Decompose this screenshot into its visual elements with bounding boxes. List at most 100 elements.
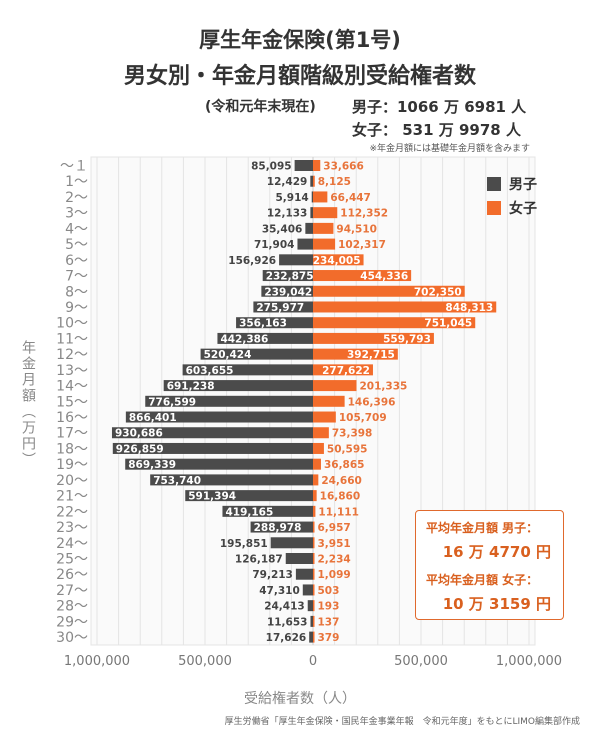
- female-bar: [313, 427, 329, 439]
- male-bar: [285, 553, 313, 564]
- female-data-label: 702,350: [414, 286, 462, 298]
- y-tick-label: 2～: [65, 190, 88, 206]
- male-data-label: 869,339: [128, 459, 176, 471]
- female-data-label: 1,099: [318, 569, 351, 581]
- y-tick-label: 11～: [56, 331, 88, 347]
- female-bar: [313, 521, 315, 533]
- male-bar: [236, 317, 313, 329]
- y-tick-label: 12～: [56, 347, 88, 363]
- male-bar: [294, 160, 313, 171]
- male-average-label: 平均年金月額 男子：: [426, 521, 539, 535]
- female-bar: [313, 222, 334, 234]
- legend-item-female: 女子: [487, 196, 537, 220]
- male-data-label: 232,875: [266, 271, 314, 283]
- male-bar: [150, 474, 313, 486]
- legend-label-male: 男子: [509, 177, 537, 193]
- male-data-label: 691,238: [167, 381, 215, 393]
- male-data-label: 520,424: [204, 349, 252, 361]
- y-tick-label: 24～: [56, 536, 88, 552]
- female-bar: [313, 600, 315, 612]
- as-of-date: (令和元年末現在): [205, 99, 316, 115]
- female-bar: [313, 442, 324, 454]
- female-bar: [313, 160, 321, 171]
- x-axis-label: 受給権者数（人）: [244, 691, 356, 707]
- female-data-label: 33,666: [323, 161, 364, 173]
- female-bar: [313, 568, 315, 580]
- male-data-label: 17,626: [266, 632, 307, 644]
- male-data-label: 85,095: [251, 161, 292, 173]
- female-bar: [313, 317, 476, 329]
- y-tick-label: 25～: [56, 552, 88, 568]
- y-tick-label: ～１: [60, 159, 88, 175]
- female-data-label: 24,660: [321, 475, 362, 487]
- female-bar: [313, 207, 338, 219]
- female-data-label: 503: [318, 585, 340, 597]
- female-data-label: 751,045: [424, 318, 472, 330]
- female-data-label: 379: [318, 632, 340, 644]
- female-bar: [313, 270, 412, 282]
- male-data-label: 926,859: [116, 443, 164, 455]
- female-bar: [313, 301, 497, 313]
- male-total: 男子：1066 万 6981 人: [352, 98, 527, 116]
- female-bar: [313, 411, 336, 423]
- male-data-label: 11,653: [267, 616, 308, 628]
- y-tick-label: 1～: [65, 174, 88, 190]
- male-data-label: 866,401: [129, 412, 177, 424]
- female-data-label: 36,865: [324, 459, 365, 471]
- male-bar: [305, 222, 313, 234]
- male-data-label: 126,187: [235, 554, 283, 566]
- female-data-label: 201,335: [359, 381, 407, 393]
- female-bar: [313, 254, 364, 266]
- female-data-label: 3,951: [318, 538, 351, 550]
- chart-title-line1: 厚生年金保険(第1号): [199, 28, 401, 52]
- male-data-label: 239,042: [264, 286, 312, 298]
- female-data-label: 105,709: [339, 412, 387, 424]
- male-bar: [302, 584, 313, 596]
- y-tick-label: 18～: [56, 441, 88, 457]
- male-data-label: 419,165: [225, 506, 273, 518]
- y-tick-label: 23～: [56, 520, 88, 536]
- male-bar: [185, 490, 313, 502]
- y-tick-label: 19～: [56, 457, 88, 473]
- y-tick-label: 27～: [56, 583, 88, 599]
- male-data-label: 35,406: [262, 223, 303, 235]
- x-tick-label: 1,000,000: [496, 654, 562, 669]
- female-data-label: 102,317: [338, 239, 386, 251]
- y-tick-label: 9～: [65, 300, 88, 316]
- female-bar: [313, 490, 317, 502]
- legend: 男子 女子: [487, 172, 537, 220]
- female-bar: [313, 615, 315, 627]
- male-bar: [163, 380, 313, 392]
- male-data-label: 356,163: [239, 318, 287, 330]
- y-tick-label: 15～: [56, 394, 88, 410]
- female-bar: [313, 175, 315, 187]
- female-bar: [313, 584, 315, 596]
- female-bar: [313, 285, 465, 297]
- female-data-label: 559,793: [383, 333, 431, 345]
- y-tick-label: 4～: [65, 221, 88, 237]
- male-swatch: [487, 177, 501, 191]
- legend-item-male: 男子: [487, 172, 537, 196]
- female-bar: [313, 238, 336, 250]
- male-data-label: 776,599: [148, 396, 196, 408]
- y-tick-label: 7～: [65, 269, 88, 285]
- female-bar: [313, 332, 434, 344]
- female-data-label: 73,398: [332, 428, 373, 440]
- female-bar: [313, 537, 315, 549]
- male-bar: [262, 270, 313, 282]
- male-data-label: 288,978: [254, 522, 302, 534]
- female-bar: [313, 505, 316, 517]
- female-bar: [313, 364, 373, 376]
- female-data-label: 454,336: [360, 271, 408, 283]
- female-data-label: 848,313: [445, 302, 493, 314]
- male-data-label: 156,926: [228, 255, 276, 267]
- male-data-label: 603,655: [186, 365, 234, 377]
- female-data-label: 16,860: [320, 491, 361, 503]
- male-bar: [217, 332, 313, 344]
- male-bar: [279, 254, 313, 266]
- female-data-label: 66,447: [330, 192, 371, 204]
- female-bar: [313, 395, 345, 407]
- male-bar: [182, 364, 313, 376]
- male-bar: [295, 568, 313, 580]
